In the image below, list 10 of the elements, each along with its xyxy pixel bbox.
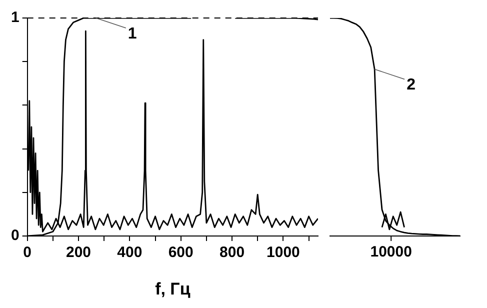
annotation: 2 (406, 76, 416, 94)
text: 10000 (370, 244, 412, 261)
x-tick-label: 800 (220, 244, 245, 262)
x-tick-label: 0 (23, 244, 32, 262)
x-axis-title: f, Гц (155, 279, 191, 298)
x-tick-label: 600 (168, 244, 194, 262)
annotation: 1 (128, 25, 137, 42)
x-tick-label: 400 (117, 244, 142, 262)
x-tick-label: 200 (66, 244, 92, 262)
x-tick-label: 1000 (266, 244, 300, 262)
